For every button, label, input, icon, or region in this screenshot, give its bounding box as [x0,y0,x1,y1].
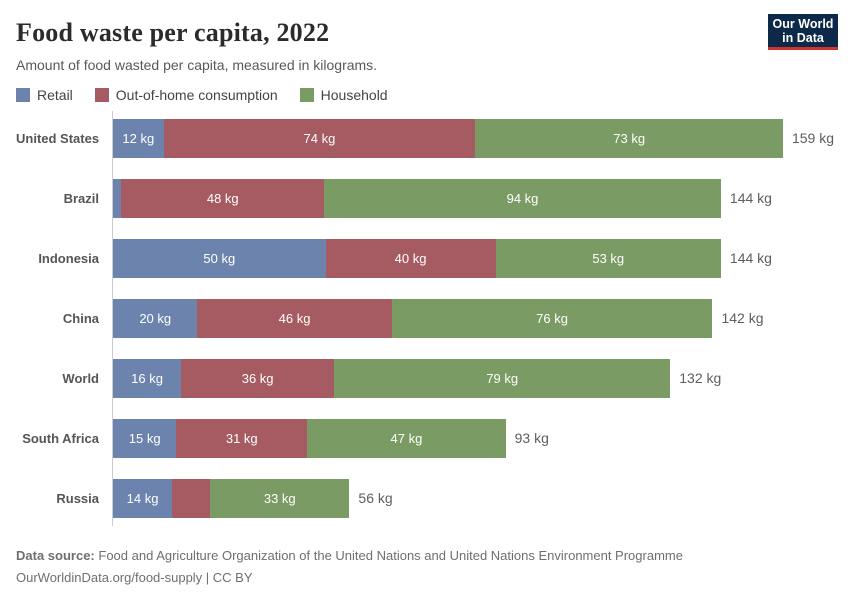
bar-segment-out-of-home-consumption[interactable]: 74 kg [163,118,476,158]
bar-stack: 12 kg 74 kg 73 kg [113,118,783,158]
data-source-line: Data source: Food and Agriculture Organi… [16,545,834,567]
bar-row: World 16 kg 36 kg 79 kg 132 kg [16,348,834,408]
country-label: World [62,370,99,386]
legend-swatch-icon [299,88,314,102]
total-value-label: 142 kg [721,310,764,326]
bar-segment-retail[interactable]: 15 kg [113,418,177,458]
segment-value-label: 16 kg [131,370,163,386]
segment-value-label: 50 kg [203,250,236,266]
country-label: Russia [56,490,99,506]
bar-stack: 15 kg 31 kg 47 kg [113,418,506,458]
bar-row: South Africa 15 kg 31 kg 47 kg 93 kg [16,408,834,468]
footer: Data source: Food and Agriculture Organi… [16,545,834,589]
country-label: Brazil [63,190,99,206]
total-value-label: 144 kg [729,190,772,206]
bar-segment-out-of-home-consumption[interactable]: 31 kg [176,418,308,458]
segment-value-label: 15 kg [128,430,161,446]
bar-segment-retail[interactable]: 50 kg [113,238,326,278]
owid-logo[interactable]: Our World in Data [768,14,838,50]
total-value-label: 144 kg [729,250,772,266]
segment-value-label: 79 kg [486,370,519,386]
segment-value-label: 46 kg [278,310,311,326]
chart-area: United States 12 kg 74 kg 73 kg 159 kg Brazil… [16,108,834,528]
bar-segment-out-of-home-consumption[interactable]: 40 kg [325,238,496,278]
legend-item-out-of-home-consumption[interactable]: Out-of-home consumption [94,87,278,103]
bar-segment-retail[interactable]: 14 kg [113,478,173,518]
chart-title: Food waste per capita, 2022 [16,18,330,47]
total-value-label: 159 kg [791,130,834,146]
total-value-label: 93 kg [514,430,549,446]
bar-area: 14 kg 33 kg 56 kg [113,478,834,518]
bar-segment-household[interactable]: 33 kg [210,478,350,518]
owid-logo-line2: in Data [782,31,824,45]
segment-value-label: 36 kg [241,370,274,386]
bar-segment-household[interactable]: 79 kg [334,358,671,398]
country-label: South Africa [22,430,99,446]
country-label: China [62,310,99,326]
legend-swatch-icon [94,88,109,102]
country-label: Indonesia [38,250,99,266]
bar-segment-out-of-home-consumption[interactable] [172,478,211,518]
owid-logo-line1: Our World [772,17,834,31]
segment-value-label: 12 kg [122,130,155,146]
bar-segment-household[interactable]: 47 kg [307,418,506,458]
total-value-label: 132 kg [679,370,722,386]
segment-value-label: 74 kg [303,130,336,146]
footer-link[interactable]: OurWorldinData.org/food-supply | CC BY [16,570,253,585]
segment-value-label: 48 kg [206,190,239,206]
country-label: United States [16,130,100,146]
y-axis-line [112,111,113,526]
legend-label: Out-of-home consumption [115,87,278,103]
bar-stack: 50 kg 40 kg 53 kg [113,238,721,278]
legend-label: Household [320,87,388,103]
segment-value-label: 20 kg [139,310,172,326]
data-source-text: Food and Agriculture Organization of the… [98,548,683,563]
bar-row: China 20 kg 46 kg 76 kg 142 kg [16,288,834,348]
bar-rows: United States 12 kg 74 kg 73 kg 159 kg Brazil… [16,108,834,528]
bar-segment-out-of-home-consumption[interactable]: 48 kg [121,178,325,218]
bar-area: 15 kg 31 kg 47 kg 93 kg [113,418,834,458]
bar-stack: 20 kg 46 kg 76 kg [113,298,713,338]
bar-segment-out-of-home-consumption[interactable]: 36 kg [181,358,335,398]
bar-segment-retail[interactable]: 16 kg [113,358,182,398]
legend-item-household[interactable]: Household [299,87,388,103]
chart-subtitle: Amount of food wasted per capita, measur… [16,57,378,73]
bar-area: 20 kg 46 kg 76 kg 142 kg [113,298,834,338]
bar-segment-household[interactable]: 76 kg [391,298,713,338]
bar-row: Russia 14 kg 33 kg 56 kg [16,468,834,528]
segment-value-label: 94 kg [506,190,539,206]
bar-segment-household[interactable]: 53 kg [495,238,721,278]
bar-area: 48 kg 94 kg 144 kg [113,178,834,218]
segment-value-label: 53 kg [592,250,625,266]
legend-label: Retail [37,87,73,103]
bar-area: 12 kg 74 kg 73 kg 159 kg [113,118,834,158]
bar-segment-retail[interactable] [113,178,122,218]
bar-stack: 48 kg 94 kg [113,178,721,218]
legend: Retail Out-of-home consumption Household [16,87,834,103]
segment-value-label: 31 kg [225,430,258,446]
legend-item-retail[interactable]: Retail [16,87,73,103]
bar-segment-retail[interactable]: 20 kg [113,298,198,338]
legend-swatch-icon [16,88,30,102]
segment-value-label: 73 kg [613,130,646,146]
bar-stack: 14 kg 33 kg [113,478,350,518]
bar-area: 16 kg 36 kg 79 kg 132 kg [113,358,834,398]
segment-value-label: 14 kg [126,490,159,506]
bar-area: 50 kg 40 kg 53 kg 144 kg [113,238,834,278]
segment-value-label: 47 kg [390,430,423,446]
bar-row: Brazil 48 kg 94 kg 144 kg [16,168,834,228]
bar-segment-household[interactable]: 73 kg [475,118,783,158]
segment-value-label: 76 kg [536,310,568,326]
bar-row: Indonesia 50 kg 40 kg 53 kg 144 kg [16,228,834,288]
bar-segment-retail[interactable]: 12 kg [113,118,164,158]
bar-stack: 16 kg 36 kg 79 kg [113,358,671,398]
bar-row: United States 12 kg 74 kg 73 kg 159 kg [16,108,834,168]
segment-value-label: 40 kg [394,250,427,266]
bar-segment-household[interactable]: 94 kg [324,178,721,218]
total-value-label: 56 kg [358,490,393,506]
segment-value-label: 33 kg [263,490,296,506]
bar-segment-out-of-home-consumption[interactable]: 46 kg [197,298,392,338]
data-source-label: Data source: [16,548,95,563]
